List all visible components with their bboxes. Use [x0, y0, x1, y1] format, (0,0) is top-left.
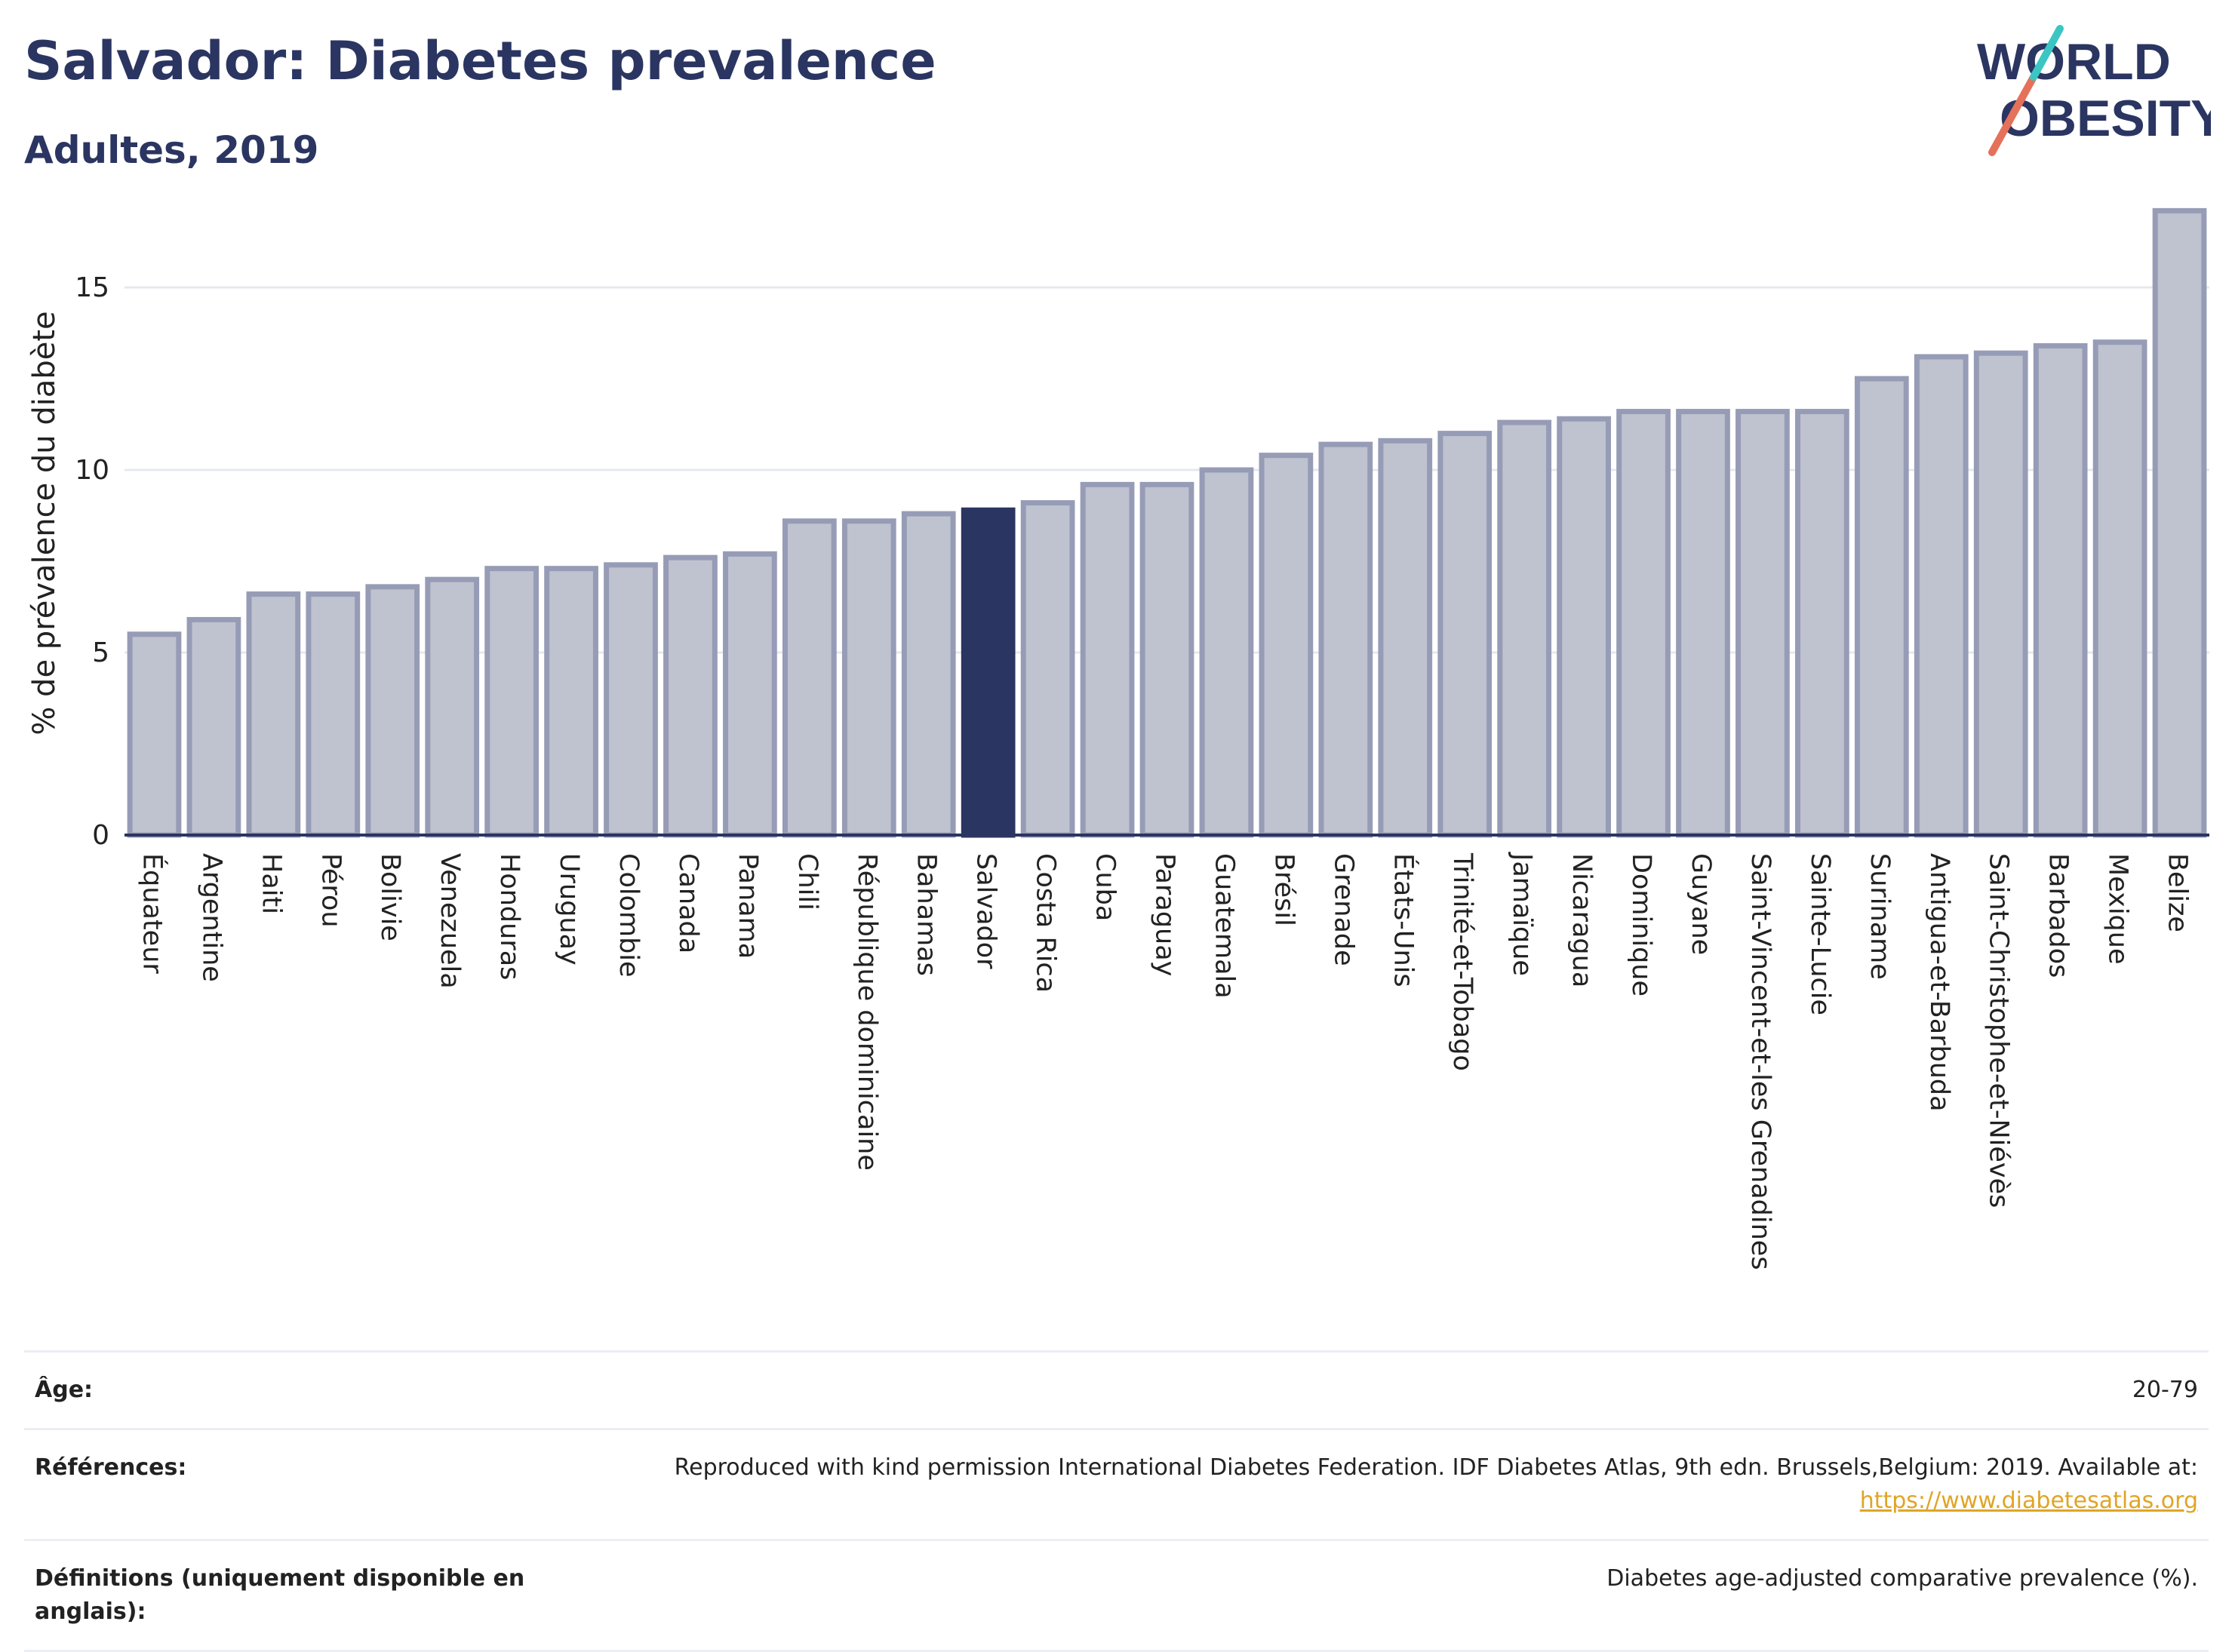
logo-slash-accent-icon [2030, 25, 2064, 81]
bar [1735, 409, 1790, 838]
info-table: Âge: 20-79 Références: Reproduced with k… [24, 1350, 2209, 1652]
logo-line1: WORLD [1977, 33, 2171, 91]
info-row-references: Références: Reproduced with kind permiss… [24, 1428, 2209, 1540]
bar [186, 616, 241, 838]
definitions-value: Diabetes age-adjusted comparative preval… [558, 1539, 2209, 1652]
x-tick-label: Saint-Christophe-et-Niévès [1984, 853, 2014, 1208]
x-tick-label: Belize [2163, 853, 2193, 932]
bar [1854, 376, 1909, 838]
bar [246, 591, 301, 838]
age-label: Âge: [24, 1350, 558, 1429]
bar-highlight [961, 507, 1016, 838]
x-tick-label: Guyane [1686, 853, 1716, 955]
bar [1795, 409, 1849, 838]
references-label: Références: [24, 1428, 558, 1540]
bar [841, 518, 896, 838]
definitions-label: Définitions (uniquement disponible en an… [24, 1539, 558, 1652]
x-tick-label: Trinité-et-Tobago [1447, 852, 1477, 1071]
age-value: 20-79 [558, 1350, 2209, 1429]
x-tick-label: Sainte-Lucie [1805, 853, 1835, 1015]
bar [1973, 350, 2028, 838]
bar [544, 566, 598, 838]
x-tick-label: Barbados [2043, 853, 2074, 978]
y-tick-label: 5 [92, 637, 109, 668]
logo-slash-icon [1988, 73, 2037, 156]
bar [306, 591, 361, 838]
x-tick-label: Dominique [1626, 853, 1656, 996]
x-tick-label: Panama [733, 853, 763, 959]
bar [723, 551, 777, 838]
x-tick-label: Chili [792, 853, 822, 910]
info-row-definitions: Définitions (uniquement disponible en an… [24, 1539, 2209, 1652]
x-tick-label: Honduras [494, 853, 524, 980]
bar [663, 554, 718, 838]
x-tick-label: Paraguay [1150, 853, 1180, 976]
x-tick-label: Équateur [137, 853, 168, 974]
y-axis-title: % de prévalence du diabète [27, 311, 62, 735]
bar [1020, 500, 1075, 838]
bar [1497, 419, 1552, 838]
bar [1080, 481, 1135, 838]
bar-chart: 0 5 10 15 % de prévalence du diabète Équateur… [27, 207, 2209, 1270]
x-tick-label: Jamaïque [1507, 852, 1537, 976]
x-tick-label: Haiti [256, 853, 286, 914]
x-tick-label: Cuba [1090, 853, 1121, 921]
x-tick-label: Venezuela [435, 853, 465, 989]
x-tick-label: Antigua-et-Barbuda [1924, 853, 1954, 1112]
bar [1378, 438, 1433, 838]
x-tick-label: Brésil [1268, 853, 1299, 926]
references-text: Reproduced with kind permission Internat… [674, 1454, 2198, 1481]
x-tick-label: Salvador [971, 853, 1001, 969]
y-tick-label: 15 [75, 272, 109, 303]
bar [2033, 342, 2088, 838]
bar [1676, 409, 1730, 838]
x-tick-label: Pérou [315, 853, 346, 928]
bar [1259, 453, 1314, 838]
references-link[interactable]: https://www.diabetesatlas.org [1859, 1488, 2198, 1514]
x-tick-label: Colombie [613, 853, 644, 978]
logo-line2: OBESITY [2000, 90, 2211, 147]
bar [365, 584, 420, 838]
bar [604, 562, 658, 838]
x-tick-label: Canada [673, 853, 703, 953]
x-tick-label: Bolivie [375, 853, 405, 941]
bar [425, 576, 480, 838]
world-obesity-logo: WORLD OBESITY [1977, 25, 2211, 156]
y-tick-label: 0 [92, 820, 109, 851]
x-tick-label: Suriname [1865, 853, 1895, 980]
info-row-age: Âge: 20-79 [24, 1350, 2209, 1429]
x-tick-label: Argentine [196, 853, 226, 982]
bar [2152, 207, 2207, 838]
bar [484, 566, 539, 838]
bar [1199, 467, 1254, 838]
references-value: Reproduced with kind permission Internat… [558, 1428, 2209, 1540]
chart-subtitle: Adultes, 2019 [24, 128, 319, 172]
x-tick-label: Guatemala [1209, 853, 1239, 999]
bar [1914, 354, 1969, 838]
bar [1318, 441, 1373, 838]
bar [2092, 339, 2147, 838]
x-tick-label: Nicaragua [1566, 853, 1597, 987]
x-tick-label: Costa Rica [1031, 853, 1061, 993]
x-tick-label: République dominicaine [852, 853, 882, 1171]
x-tick-label: Saint-Vincent-et-les Grenadines [1745, 853, 1775, 1270]
bar [1557, 416, 1611, 838]
bar [1616, 409, 1671, 838]
bar [1139, 481, 1194, 838]
chart-title: Salvador: Diabetes prevalence [24, 30, 936, 92]
y-tick-label: 10 [75, 455, 109, 486]
x-tick-label: Mexique [2103, 853, 2133, 965]
bar [127, 631, 182, 838]
x-tick-label: Uruguay [554, 853, 584, 966]
bar [1437, 431, 1493, 838]
x-tick-label: Bahamas [912, 853, 942, 976]
x-tick-label: États-Unis [1388, 853, 1419, 987]
bar [782, 518, 837, 838]
x-tick-label: Grenade [1328, 853, 1358, 966]
bar [901, 511, 956, 838]
